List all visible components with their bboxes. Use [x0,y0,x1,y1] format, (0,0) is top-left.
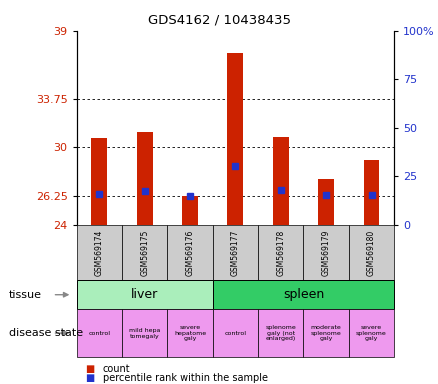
Bar [213,309,258,357]
Bar [213,225,258,280]
Bar [92,138,107,225]
Text: ■: ■ [85,373,95,383]
Text: control: control [224,331,247,336]
Text: GSM569180: GSM569180 [367,229,376,276]
Bar [258,225,304,280]
Text: percentile rank within the sample: percentile rank within the sample [103,373,268,383]
Text: liver: liver [131,288,158,301]
Text: splenome
galy (not
enlarged): splenome galy (not enlarged) [265,325,296,341]
Bar [137,132,152,225]
Bar [227,53,244,225]
Bar [273,137,289,225]
Text: control: control [88,331,110,336]
Bar [167,225,213,280]
Bar [182,196,198,225]
Text: mild hepa
tomegaly: mild hepa tomegaly [129,328,160,339]
Bar [349,309,394,357]
Bar [304,309,349,357]
Text: GSM569176: GSM569176 [186,229,194,276]
Bar [349,225,394,280]
Text: disease state: disease state [9,328,83,338]
Bar [318,179,334,225]
Text: GSM569179: GSM569179 [321,229,331,276]
Bar [122,309,167,357]
Text: severe
splenome
galy: severe splenome galy [356,325,387,341]
Text: spleen: spleen [283,288,324,301]
Bar [167,309,213,357]
Text: GSM569177: GSM569177 [231,229,240,276]
Text: tissue: tissue [9,290,42,300]
Bar [77,280,213,309]
Bar [122,225,167,280]
Bar [213,280,394,309]
Text: GSM569174: GSM569174 [95,229,104,276]
Bar [77,225,122,280]
Bar [258,309,304,357]
Text: count: count [103,364,131,374]
Bar [304,225,349,280]
Text: ■: ■ [85,364,95,374]
Bar [77,309,122,357]
Text: GSM569175: GSM569175 [140,229,149,276]
Text: GSM569178: GSM569178 [276,229,285,276]
Text: moderate
splenome
galy: moderate splenome galy [311,325,342,341]
Text: severe
hepatome
galy: severe hepatome galy [174,325,206,341]
Text: GDS4162 / 10438435: GDS4162 / 10438435 [148,13,290,26]
Bar [364,160,379,225]
